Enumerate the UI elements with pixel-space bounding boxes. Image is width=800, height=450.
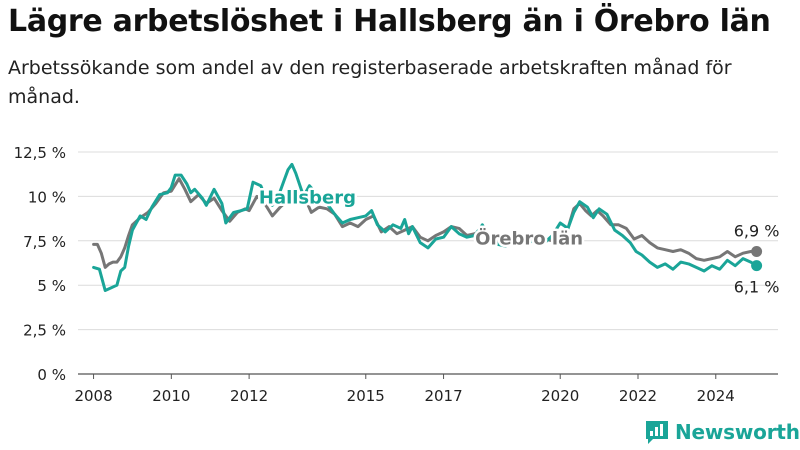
x-tick-label: 2024 [697, 387, 735, 405]
y-tick-label: 12,5 % [14, 144, 66, 162]
series-line-hallsberg [92, 162, 759, 292]
x-tick-label: 2010 [152, 387, 190, 405]
y-tick-label: 2,5 % [23, 322, 66, 340]
x-tick-label: 2012 [230, 387, 268, 405]
y-tick-label: 5 % [37, 277, 66, 295]
chart-title: Lägre arbetslöshet i Hallsberg än i Öreb… [8, 4, 771, 39]
series-end-marker [751, 260, 763, 272]
series-lines [92, 162, 763, 292]
x-tick-label: 2017 [424, 387, 462, 405]
bar-chart-logo-icon [646, 421, 668, 444]
chart-subtitle: Arbetssökande som andel av den registerb… [8, 57, 732, 108]
newsworthy-brand[interactable]: Newsworthy [644, 418, 800, 446]
x-tick-label: 2020 [541, 387, 579, 405]
x-axis: 2008 2010 2012 2015 2017 2020 2022 2024 [74, 374, 735, 405]
x-tick-label: 2015 [347, 387, 385, 405]
series-end-marker [751, 245, 763, 257]
x-tick-label: 2008 [74, 387, 112, 405]
brand-name: Newsworthy [675, 420, 800, 444]
x-tick-label: 2022 [619, 387, 657, 405]
series-name-label: Hallsberg [259, 188, 356, 209]
series-name-label: Örebro län [475, 227, 583, 249]
y-tick-label: 0 % [37, 366, 66, 384]
series-end-label: 6,9 % [734, 221, 780, 240]
series-labels: 6,9 % 6,1 % Hallsberg Örebro län [256, 185, 780, 297]
y-tick-label: 7,5 % [23, 233, 66, 251]
y-tick-label: 10 % [28, 188, 66, 206]
series-end-label: 6,1 % [734, 278, 780, 297]
y-axis: 0 % 2,5 % 5 % 7,5 % 10 % 12,5 % [14, 144, 66, 384]
